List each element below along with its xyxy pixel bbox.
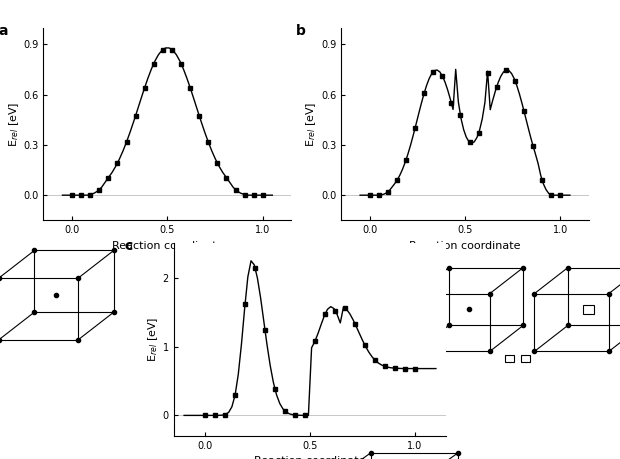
Y-axis label: E$_{rel}$ [eV]: E$_{rel}$ [eV]	[146, 317, 160, 362]
Bar	[402, 355, 411, 362]
X-axis label: Reaction coordinate: Reaction coordinate	[409, 241, 521, 251]
Text: a: a	[0, 24, 8, 38]
Y-axis label: E$_{rel}$ [eV]: E$_{rel}$ [eV]	[7, 101, 20, 146]
X-axis label: Reaction coordinate: Reaction coordinate	[112, 241, 223, 251]
Text: c: c	[125, 240, 133, 253]
Bar	[278, 355, 287, 362]
X-axis label: Reaction coordinate: Reaction coordinate	[254, 456, 366, 459]
Bar	[505, 355, 515, 362]
Bar	[381, 355, 391, 362]
Bar	[264, 291, 275, 299]
Text: b: b	[296, 24, 306, 38]
Y-axis label: E$_{rel}$ [eV]: E$_{rel}$ [eV]	[304, 101, 318, 146]
Bar	[583, 305, 593, 313]
Bar	[521, 355, 530, 362]
